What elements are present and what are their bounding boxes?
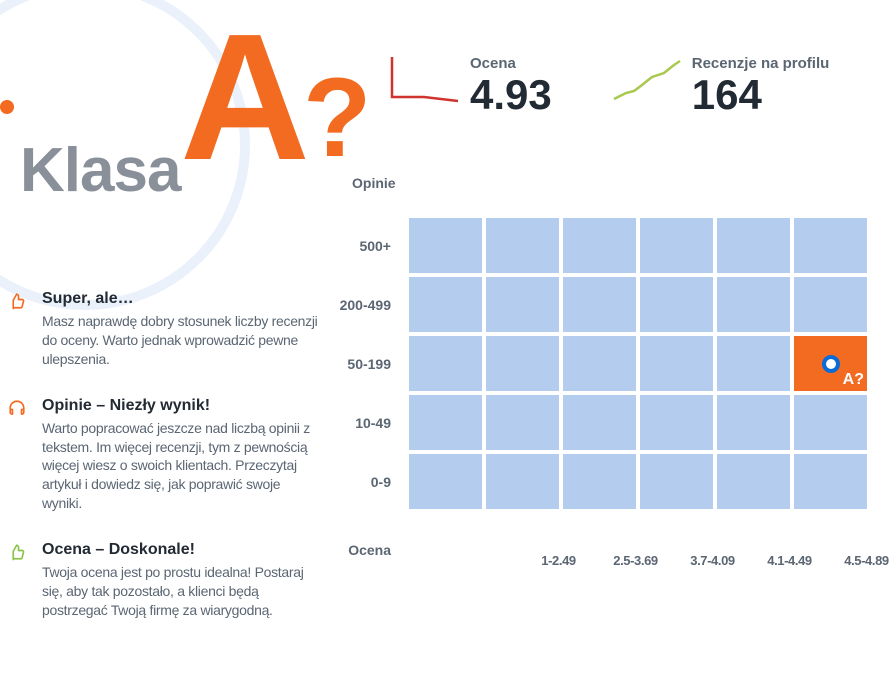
heatmap-cell	[640, 336, 713, 391]
thumb-up-icon	[8, 543, 28, 620]
metric-ocena-label: Ocena	[470, 55, 552, 72]
heatmap-cell	[563, 454, 636, 509]
heatmap-cell	[409, 218, 482, 273]
bullet-dot	[0, 100, 14, 114]
heatmap-y-label: 500+	[288, 238, 405, 254]
heatmap-y-label: 50-199	[288, 356, 405, 372]
heatmap-x-title: Ocena	[288, 542, 405, 558]
heatmap-cell	[563, 336, 636, 391]
heatmap-cell	[409, 336, 482, 391]
feedback-item: Opinie – Niezły wynik! Warto popracować j…	[8, 397, 318, 513]
heatmap-row: 10-49	[288, 395, 896, 450]
feedback-list: Super, ale… Masz naprawdę dobry stosunek …	[8, 290, 318, 648]
heatmap-cell	[640, 454, 713, 509]
heatmap-y-label: 200-499	[288, 297, 405, 313]
feedback-title: Super, ale…	[42, 290, 318, 308]
heatmap-cell	[486, 336, 559, 391]
heatmap-x-labels: 1-2.492.5-3.693.7-4.094.1-4.494.5-4.894.…	[522, 553, 896, 568]
feedback-item: Super, ale… Masz naprawdę dobry stosunek …	[8, 290, 318, 369]
heatmap-cell	[717, 336, 790, 391]
heatmap-y-label: 0-9	[288, 474, 405, 490]
heatmap-x-label: 4.5-4.89	[830, 553, 896, 568]
heatmap-x-label: 3.7-4.09	[676, 553, 749, 568]
heatmap-cell	[640, 395, 713, 450]
heatmap-cell	[794, 454, 867, 509]
position-marker-icon	[822, 355, 840, 373]
heatmap-x-label: 2.5-3.69	[599, 553, 672, 568]
heatmap-cell	[794, 395, 867, 450]
heatmap-cell	[794, 218, 867, 273]
heatmap-cell	[717, 395, 790, 450]
heatmap-cell	[486, 395, 559, 450]
heatmap-x-label: 4.1-4.49	[753, 553, 826, 568]
metric-recenzje-value: 164	[692, 74, 830, 116]
heatmap-cell	[794, 277, 867, 332]
heatmap-cell	[486, 218, 559, 273]
heatmap-row: 0-9	[288, 454, 896, 509]
heatmap-cell	[409, 395, 482, 450]
heatmap-cell	[717, 218, 790, 273]
metric-recenzje-label: Recenzje na profilu	[692, 55, 830, 72]
metrics-row: Ocena 4.93 Recenzje na profilu 164	[390, 55, 829, 116]
headphones-icon	[8, 399, 28, 513]
metric-ocena-value: 4.93	[470, 74, 552, 116]
heatmap-x-label: 1-2.49	[522, 553, 595, 568]
feedback-body: Masz naprawdę dobry stosunek liczby rece…	[42, 312, 318, 369]
sparkline-recenzje-icon	[612, 55, 682, 105]
heatmap-cell	[563, 395, 636, 450]
heatmap-cell	[640, 218, 713, 273]
heatmap-x-axis: Ocena 1-2.49 2.5-3.69 3.7-4.09 4.1-4.49 4.5-…	[288, 531, 896, 568]
heatmap-cell	[486, 454, 559, 509]
sparkline-ocena-icon	[390, 55, 460, 105]
metric-ocena: Ocena 4.93	[390, 55, 552, 116]
feedback-item: Ocena – Doskonale! Twoja ocena jest po pr…	[8, 541, 318, 620]
heatmap-cell	[717, 277, 790, 332]
feedback-title: Opinie – Niezły wynik!	[42, 397, 318, 415]
feedback-body: Warto popracować jeszcze nad liczbą opin…	[42, 419, 318, 513]
klasa-label: Klasa	[20, 135, 180, 206]
feedback-title: Ocena – Doskonale!	[42, 541, 318, 559]
heatmap-cell	[486, 277, 559, 332]
metric-recenzje: Recenzje na profilu 164	[612, 55, 830, 116]
marker-label: A?	[843, 371, 864, 389]
heatmap-row: 50-199 A?	[288, 336, 896, 391]
grade-letter: A	[180, 8, 305, 188]
heatmap-cell	[717, 454, 790, 509]
heatmap-cell	[409, 454, 482, 509]
grade-mark: ?	[303, 62, 371, 174]
heatmap-row: 200-499	[288, 277, 896, 332]
heatmap-cell	[563, 218, 636, 273]
heatmap-cell	[640, 277, 713, 332]
feedback-body: Twoja ocena jest po prostu idealna! Post…	[42, 563, 318, 620]
thumb-up-icon	[8, 292, 28, 369]
heatmap-cell	[409, 277, 482, 332]
heatmap-rows: 500+ 200-499 50-199 A? 10-49 0-9	[288, 218, 896, 509]
heatmap-y-label: 10-49	[288, 415, 405, 431]
heatmap-cell	[563, 277, 636, 332]
heatmap-cell: A?	[794, 336, 867, 391]
heatmap-row: 500+	[288, 218, 896, 273]
heatmap: 500+ 200-499 50-199 A? 10-49 0-9 Ocena 1-2.49…	[288, 218, 896, 568]
opinie-small-label: Opinie	[352, 175, 396, 191]
